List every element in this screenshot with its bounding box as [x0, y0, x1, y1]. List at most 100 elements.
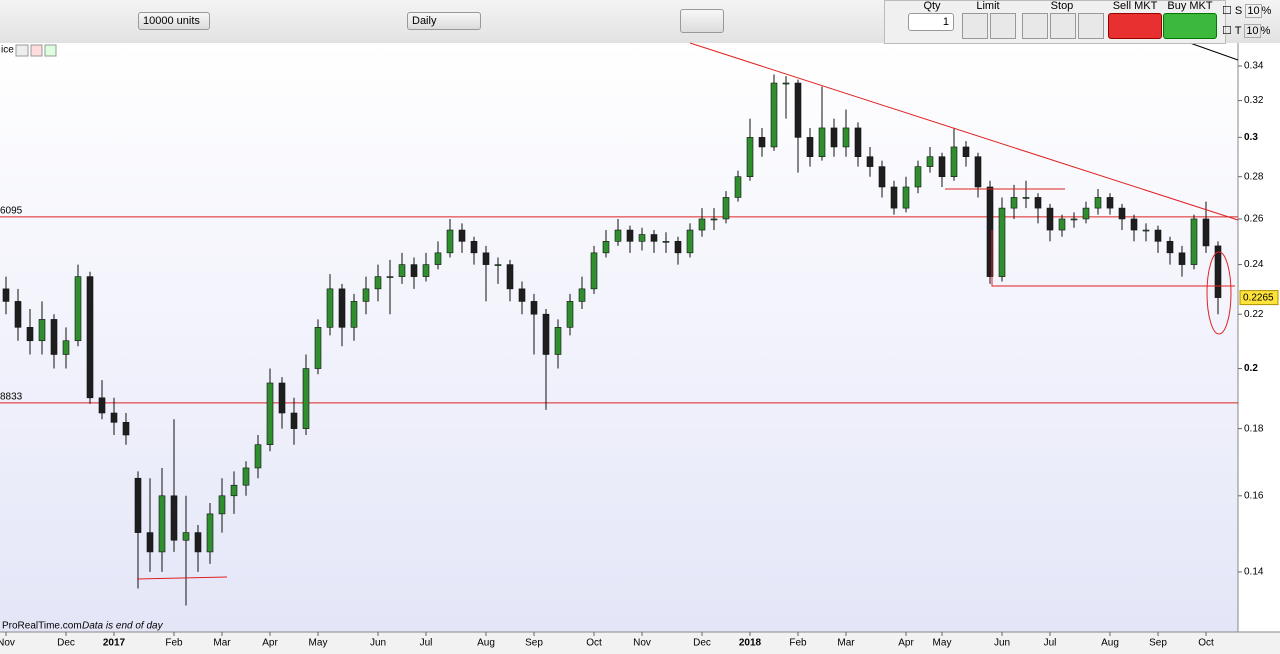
source: ProRealTime.com: [2, 621, 82, 632]
candle-body: [614, 229, 622, 242]
candle-body: [410, 264, 418, 277]
candle-body: [878, 166, 886, 188]
remove-icon[interactable]: [30, 44, 43, 57]
candle-body: [962, 146, 970, 158]
candle-body: [110, 412, 118, 423]
limit-sell[interactable]: [990, 13, 1016, 39]
s-pct[interactable]: 10: [1245, 4, 1262, 18]
pct: %: [1261, 5, 1272, 17]
support-box: [991, 230, 1235, 287]
buy-button[interactable]: [1163, 13, 1217, 39]
candle-body: [578, 288, 586, 302]
y-tick-label: 0.3: [1244, 132, 1258, 143]
candle-body: [218, 495, 226, 515]
panel-title: ice: [1, 45, 14, 56]
x-tick-label: 2017: [103, 638, 126, 649]
candle-body: [1094, 197, 1102, 209]
level-label: 8833: [0, 391, 23, 402]
x-tick-label: Nov: [0, 638, 15, 649]
t-label: ☐ T 10%: [1222, 24, 1271, 38]
candle-body: [1118, 207, 1126, 220]
note: Data is end of day: [82, 621, 164, 632]
candle-body: [518, 288, 526, 302]
candle-body: [950, 146, 958, 178]
x-tick-label: 2018: [739, 638, 762, 649]
add-icon[interactable]: [44, 44, 57, 57]
candle-body: [170, 495, 178, 541]
candle-body: [1154, 229, 1162, 242]
x-tick-label: Mar: [837, 638, 855, 649]
x-tick-label: Mar: [213, 638, 231, 649]
candle-body: [326, 288, 334, 328]
candle-body: [470, 241, 478, 254]
stop-buy[interactable]: [1022, 13, 1048, 39]
candle-body: [506, 264, 514, 290]
x-tick-label: May: [309, 638, 328, 649]
x-tick-label: Jun: [370, 638, 386, 649]
candle-body: [542, 313, 550, 355]
candle-body: [566, 301, 574, 328]
qty-input[interactable]: 1: [908, 13, 954, 31]
x-tick-label: Sep: [1149, 638, 1167, 649]
candle-body: [146, 532, 154, 553]
x-axis-bg: [0, 632, 1280, 654]
candle-body: [890, 186, 898, 209]
period-select[interactable]: Daily: [407, 12, 481, 30]
candle-body: [2, 288, 10, 302]
candle-body: [482, 252, 490, 265]
x-tick-label: Apr: [262, 638, 278, 649]
units-select[interactable]: 10000 units: [138, 12, 210, 30]
price-tag: 0.2265: [1243, 292, 1274, 303]
candle-body: [806, 137, 814, 158]
x-tick-label: Oct: [1198, 638, 1214, 649]
limit-buy[interactable]: [962, 13, 988, 39]
candle-body: [194, 532, 202, 553]
candle-body: [74, 276, 82, 342]
candle-body: [782, 82, 790, 85]
candle-body: [926, 156, 934, 167]
level-label: 6095: [0, 206, 23, 217]
sell-button[interactable]: [1108, 13, 1162, 39]
candle-body: [134, 477, 142, 533]
candle-body: [1082, 207, 1090, 220]
candle-body: [1178, 252, 1186, 265]
chart-type[interactable]: [680, 9, 724, 33]
x-tick-label: Aug: [1101, 638, 1119, 649]
x-tick-label: Jul: [1044, 638, 1057, 649]
buy-label: Buy MKT: [1167, 0, 1213, 12]
stop-sell[interactable]: [1050, 13, 1076, 39]
t-pct[interactable]: 10: [1244, 24, 1261, 38]
candle-body: [386, 276, 394, 278]
plot-bg: [0, 43, 1238, 632]
trend-line-2: [1189, 42, 1239, 61]
candle-body: [62, 340, 70, 355]
limit-label: Limit: [976, 0, 1000, 12]
candle-body: [302, 368, 310, 429]
candle-body: [122, 422, 130, 436]
trend-line: [689, 42, 1239, 221]
y-tick-label: 0.26: [1244, 214, 1264, 225]
s-label: ☐ S 10%: [1222, 4, 1272, 18]
x-tick-label: Apr: [898, 638, 914, 649]
y-axis-bg: [1238, 43, 1280, 632]
candle-body: [1022, 197, 1030, 199]
qty-label: Qty: [923, 0, 941, 12]
stop-other[interactable]: [1078, 13, 1104, 39]
candle-body: [86, 276, 94, 399]
candle-body: [818, 127, 826, 158]
candle-body: [338, 288, 346, 328]
y-tick-label: 0.24: [1244, 259, 1264, 270]
candle-body: [434, 252, 442, 265]
y-tick-label: 0.28: [1244, 171, 1264, 182]
candle-body: [758, 137, 766, 148]
candle-body: [974, 156, 982, 188]
tool-icon[interactable]: [15, 44, 29, 57]
candle-body: [38, 319, 46, 342]
y-tick-label: 0.16: [1244, 490, 1264, 501]
candle-body: [266, 382, 274, 445]
x-tick-label: Jul: [420, 638, 433, 649]
candle-body: [662, 241, 670, 243]
s-text: S: [1234, 5, 1243, 17]
